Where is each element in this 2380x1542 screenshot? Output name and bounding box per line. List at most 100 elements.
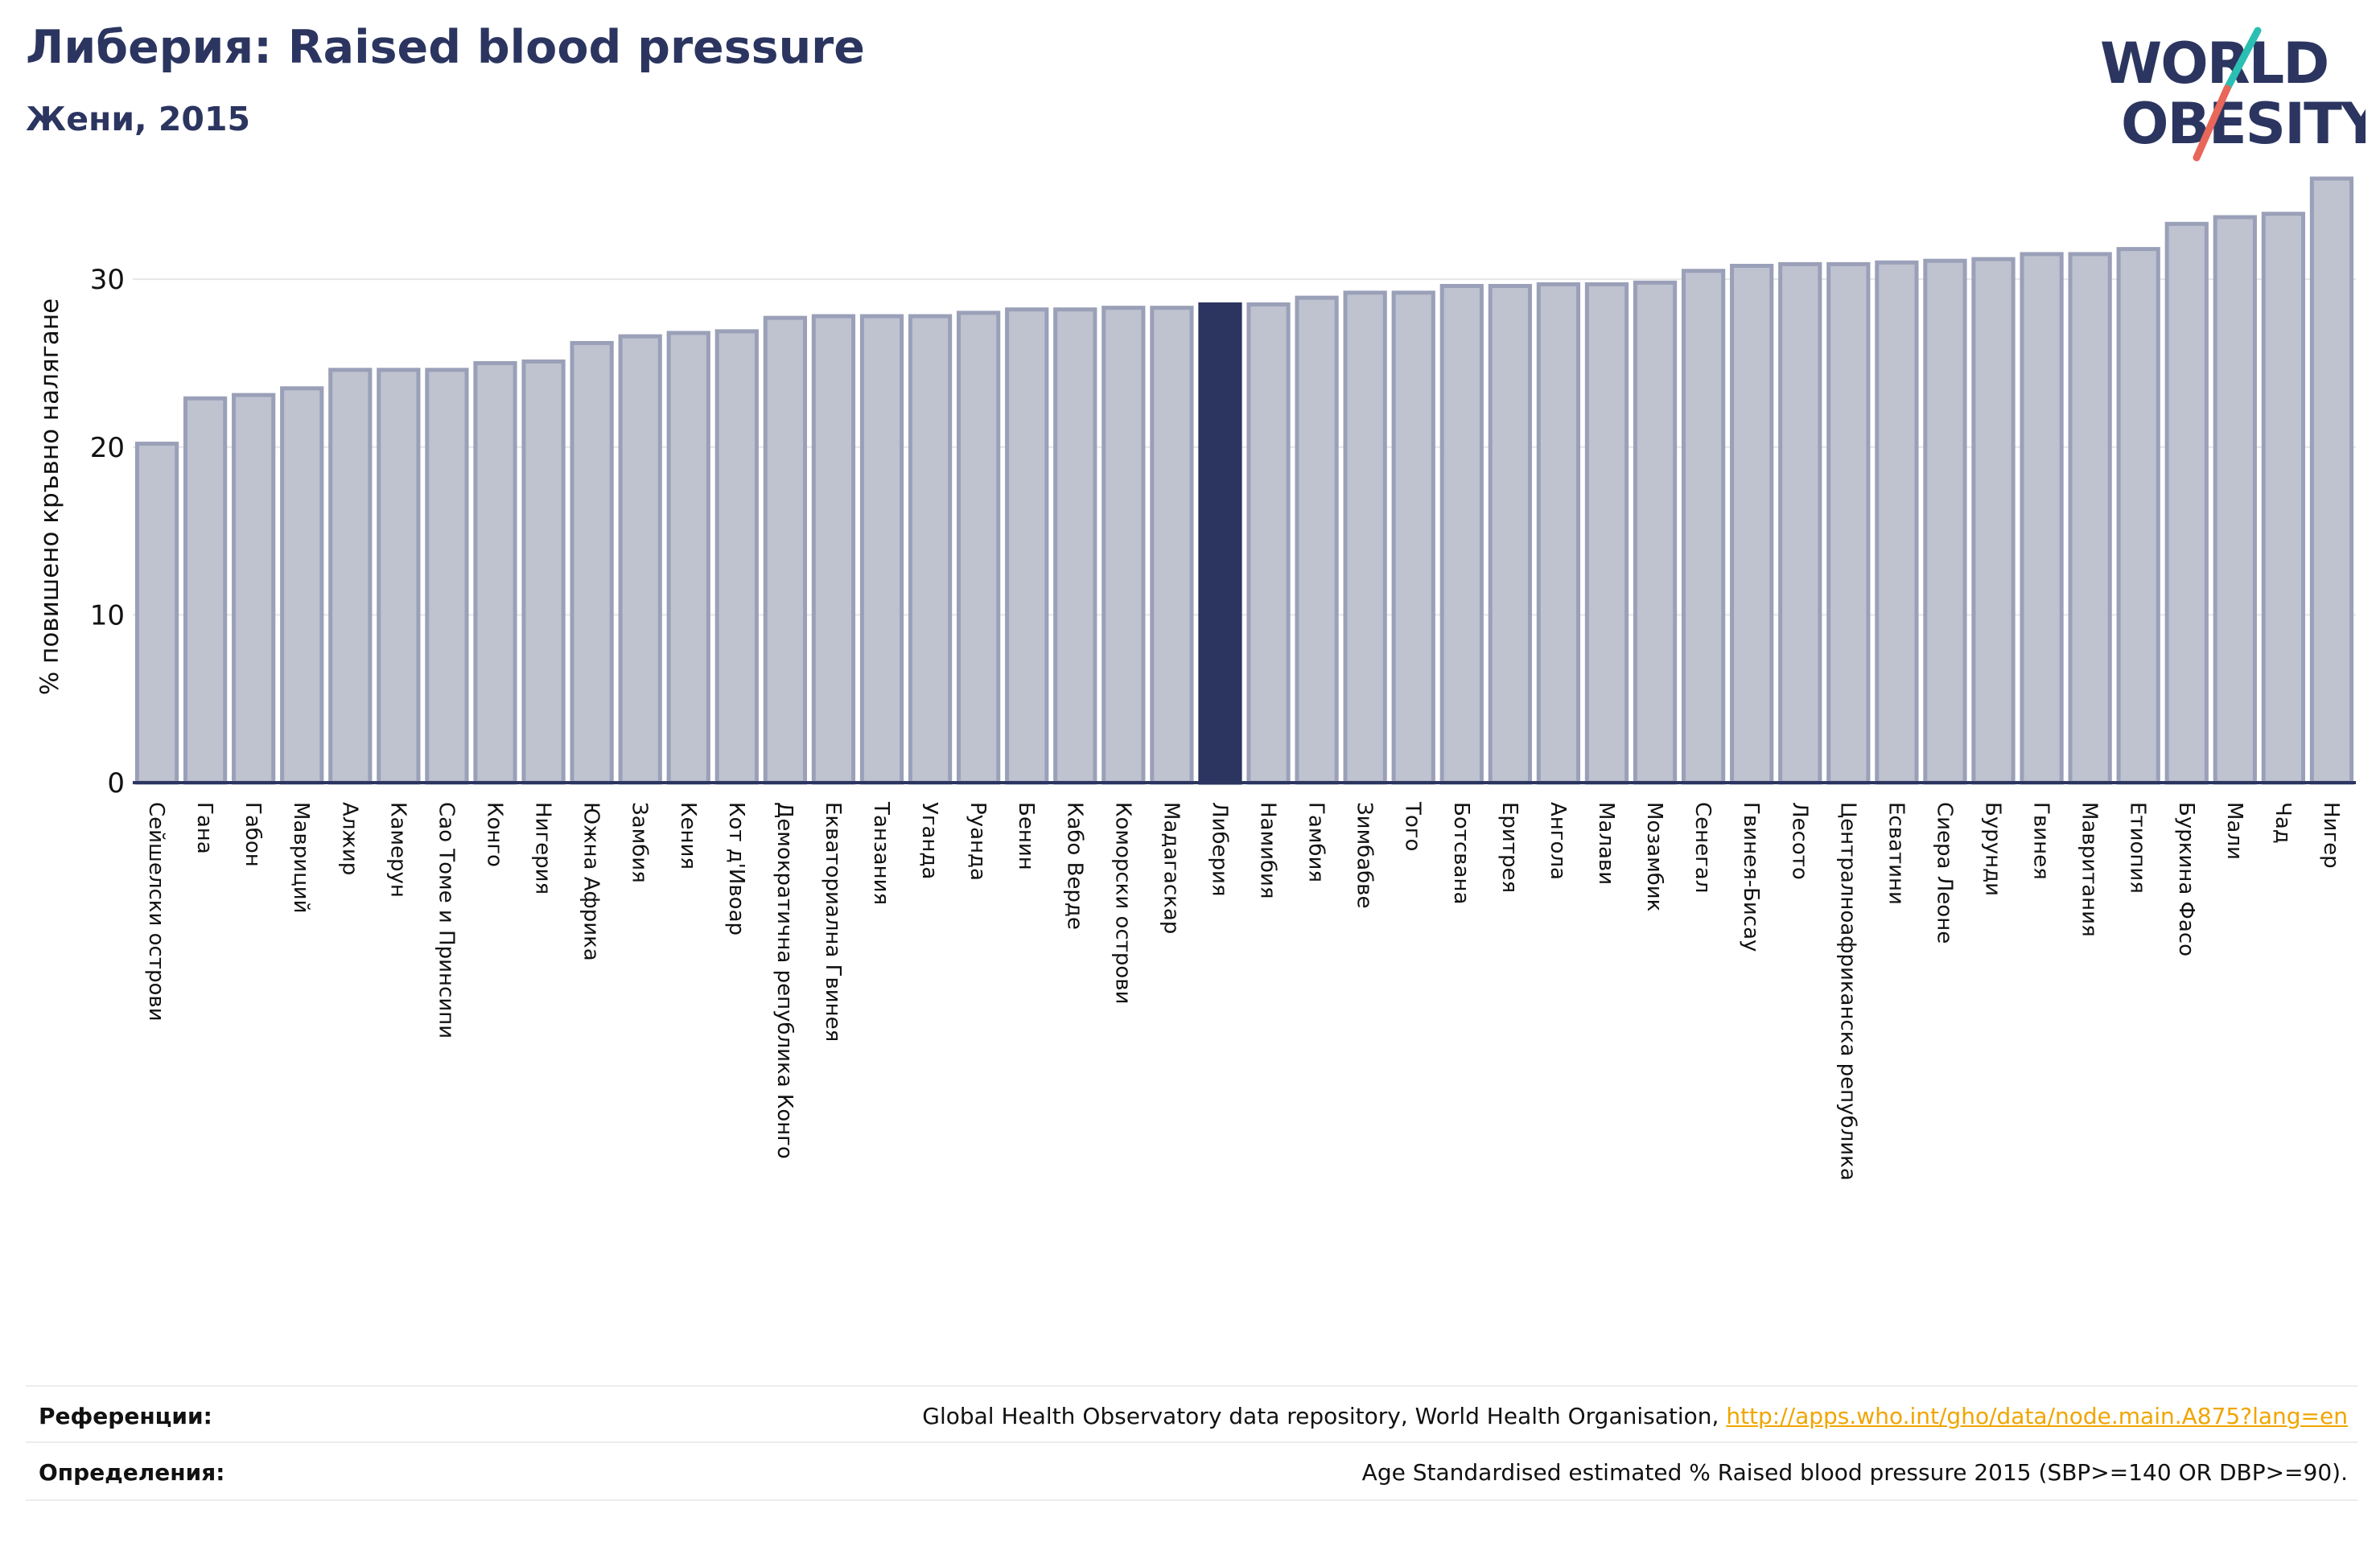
x-tick-label: Екваториална Гвинея [821, 802, 845, 1042]
bar [1343, 290, 1387, 785]
bar [1633, 280, 1678, 785]
x-tick-label: Буркина Фасо [2174, 802, 2198, 956]
x-tick-label: Гана [192, 802, 216, 854]
bar [1971, 257, 2016, 785]
bar [2261, 212, 2306, 785]
chart-subtitle: Жени, 2015 [26, 100, 251, 138]
bar [1150, 306, 1194, 785]
x-tick-label: Сенегал [1690, 802, 1715, 893]
x-tick-label: Танзания [869, 801, 893, 905]
x-tick-label: Етиопия [2126, 802, 2150, 894]
x-tick-label: Намибия [1256, 802, 1280, 899]
x-ticks: Сейшелски острови Гана Габон Мавриций Алжир К… [144, 801, 2343, 1181]
x-tick-label: Чад [2271, 802, 2295, 844]
y-axis-label: % повишено кръвно налягане [35, 298, 64, 696]
bar [859, 314, 904, 785]
bar [570, 340, 614, 785]
x-tick-label: Габон [241, 802, 265, 867]
bar [2309, 176, 2354, 785]
x-tick-label: Конго [482, 802, 506, 867]
bar [1439, 284, 1484, 785]
x-tick-label: Мозамбик [1642, 802, 1666, 911]
bar [232, 393, 276, 785]
bar [1536, 282, 1581, 785]
logo-slash-coral [2193, 84, 2231, 162]
bar [811, 314, 856, 785]
bar [1584, 282, 1629, 785]
bar [2068, 252, 2112, 785]
x-tick-label: Малави [1594, 802, 1618, 885]
bar [2020, 252, 2064, 785]
definitions-text: Age Standardised estimated % Raised bloo… [1361, 1459, 2348, 1486]
x-tick-label: Либерия [1207, 802, 1231, 897]
x-tick-label: Нигерия [531, 802, 555, 894]
x-tick-label: Кения [676, 802, 700, 870]
x-tick-label: Кабо Верде [1062, 802, 1086, 930]
x-tick-label: Нигер [2319, 802, 2343, 869]
bar [377, 368, 421, 785]
logo-slash-teal [2223, 27, 2262, 93]
x-tick-label: Сейшелски острови [144, 802, 168, 1022]
bar [1730, 263, 1774, 785]
bar [2213, 215, 2257, 785]
x-tick-label: Бурунди [1981, 802, 2005, 896]
logo-line-obesity: OBESITY [2121, 91, 2366, 157]
x-tick-label: Южна Африка [579, 802, 603, 961]
bar [666, 331, 710, 785]
footer-divider-bottom [26, 1499, 2357, 1501]
x-tick-label: Гвинея [2029, 802, 2053, 880]
bar [1488, 284, 1532, 785]
bar [425, 368, 469, 785]
logo-line-world: WORLD [2100, 31, 2328, 97]
x-tick-label: Коморски острови [1110, 802, 1134, 1005]
x-tick-label: Бенин [1014, 802, 1038, 870]
x-tick-label: Замбия [628, 802, 652, 883]
x-tick-label: Ангола [1546, 802, 1570, 880]
bar [763, 315, 808, 785]
y-ticks: 0 10 20 30 [90, 264, 125, 800]
bar [908, 314, 953, 785]
y-tick-label: 30 [90, 264, 125, 296]
x-tick-label: Мавритания [2077, 802, 2102, 937]
x-tick-label: Еритрея [1497, 802, 1521, 893]
x-tick-label: Мавриций [289, 802, 313, 914]
x-tick-label: Уганда [917, 802, 941, 879]
bar-chart: 0 10 20 30 Сейшелски острови Гана Габон Мавриц… [35, 176, 2356, 1181]
bar [714, 329, 759, 785]
x-tick-label: Того [1401, 801, 1425, 851]
x-tick-label: Камерун [385, 802, 410, 898]
x-tick-label: Алжир [337, 802, 361, 875]
bar [1875, 260, 1919, 785]
bar [1778, 261, 1822, 785]
bar [1391, 290, 1435, 785]
bars [134, 176, 2354, 785]
bar [618, 334, 662, 785]
bar [2164, 221, 2209, 785]
x-tick-label: Мали [2222, 802, 2246, 860]
references-text: Global Health Observatory data repositor… [922, 1403, 2348, 1429]
y-tick-label: 10 [90, 599, 125, 631]
bar [280, 386, 324, 785]
bar [328, 368, 373, 785]
x-tick-label: Сао Томе и Принсипи [434, 802, 458, 1038]
bar [1101, 306, 1146, 785]
references-link[interactable]: http://apps.who.int/gho/data/node.main.A… [1726, 1403, 2348, 1429]
references-label: Референции: [39, 1403, 212, 1429]
bar [521, 359, 566, 785]
references-source: Global Health Observatory data repositor… [922, 1403, 1727, 1429]
bar [957, 310, 1001, 785]
x-tick-label: Мадагаскар [1159, 802, 1183, 934]
bar [1053, 307, 1097, 785]
y-tick-label: 0 [107, 767, 125, 800]
x-tick-label: Гамбия [1304, 802, 1328, 882]
bar [1681, 269, 1726, 785]
x-tick-label: Демократична република Конго [772, 802, 797, 1159]
world-obesity-logo: WORLD OBESITY [2100, 27, 2366, 162]
bar [1923, 258, 1967, 785]
bar [134, 442, 179, 785]
bar [1295, 295, 1339, 785]
x-tick-label: Ботсвана [1449, 802, 1473, 904]
x-tick-label: Лесото [1787, 802, 1811, 880]
footer-divider-top [26, 1385, 2357, 1387]
bar [2116, 247, 2160, 785]
